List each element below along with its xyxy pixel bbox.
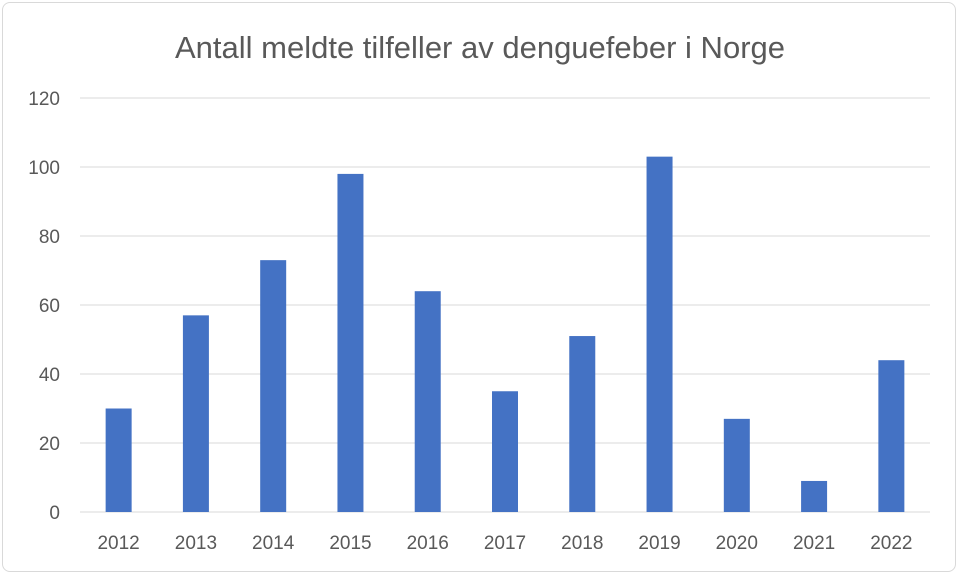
bar-2014 — [260, 260, 287, 512]
x-tick-label: 2014 — [252, 533, 295, 554]
bar-2013 — [182, 315, 209, 512]
bar-2012 — [105, 408, 132, 512]
y-tick-label: 80 — [39, 227, 60, 248]
y-tick-label: 40 — [39, 365, 60, 386]
y-tick-label: 100 — [28, 158, 60, 179]
y-tick-label: 0 — [49, 503, 60, 524]
bar-2019 — [646, 156, 673, 512]
y-tick-label: 60 — [39, 296, 60, 317]
x-tick-label: 2016 — [407, 533, 449, 554]
x-tick-label: 2020 — [716, 533, 758, 554]
bar-2021 — [801, 480, 828, 512]
bar-2020 — [723, 418, 750, 512]
x-tick-label: 2012 — [97, 533, 139, 554]
chart-title: Antall meldte tilfeller av denguefeber i… — [174, 30, 785, 65]
bar-2017 — [492, 391, 518, 512]
x-tick-label: 2013 — [175, 533, 217, 554]
x-tick-label: 2022 — [870, 533, 912, 554]
x-axis-ticks: 2012 2013 2014 2015 2016 2017 2018 2019 2020 2021… — [97, 533, 912, 554]
x-tick-label: 2017 — [484, 533, 526, 554]
bar-2016 — [414, 291, 441, 512]
y-tick-label: 20 — [39, 434, 60, 455]
bar-2022 — [878, 360, 905, 512]
x-tick-label: 2019 — [638, 533, 680, 554]
bar-2015 — [337, 173, 364, 512]
bar-2018 — [569, 336, 596, 512]
bars — [105, 156, 905, 512]
x-tick-label: 2018 — [561, 533, 603, 554]
x-tick-label: 2015 — [329, 533, 371, 554]
gridlines — [80, 97, 930, 513]
y-tick-label: 120 — [28, 89, 60, 110]
x-tick-label: 2021 — [793, 533, 835, 554]
y-axis-ticks: 0 20 40 60 80 100 120 — [28, 89, 60, 524]
